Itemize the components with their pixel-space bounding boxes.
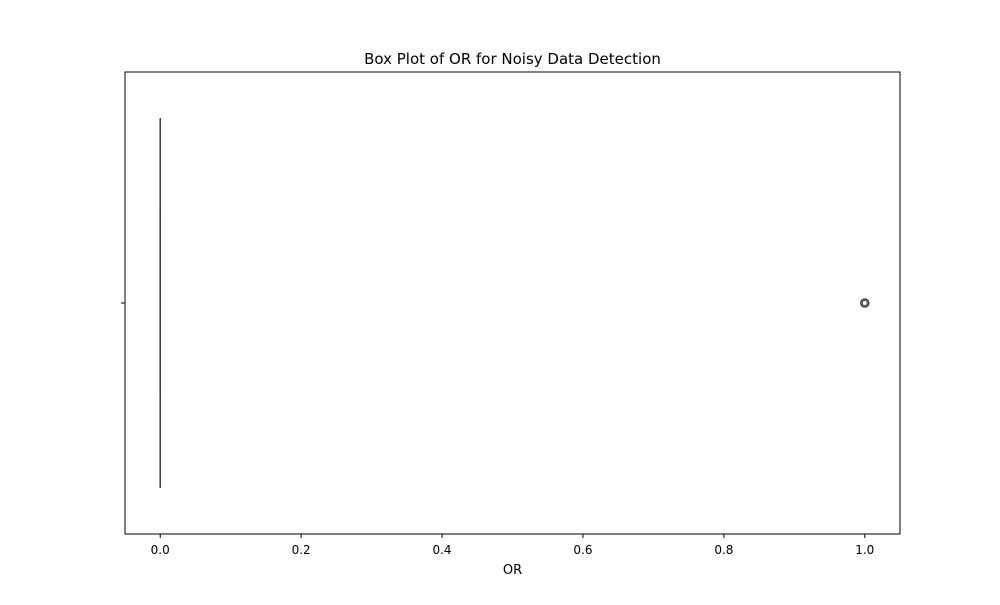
x-tick-label: 0.0 bbox=[151, 543, 170, 557]
x-axis: 0.0 0.2 0.4 0.6 0.8 1.0 bbox=[151, 534, 875, 557]
x-tick-label: 0.8 bbox=[714, 543, 733, 557]
x-tick-label: 0.4 bbox=[432, 543, 451, 557]
box-plot bbox=[160, 118, 869, 488]
plot-area-frame bbox=[125, 72, 900, 534]
x-axis-label: OR bbox=[503, 563, 522, 578]
x-tick-label: 0.2 bbox=[292, 543, 311, 557]
x-tick-label: 1.0 bbox=[855, 543, 874, 557]
x-tick-label: 0.6 bbox=[573, 543, 592, 557]
chart-title: Box Plot of OR for Noisy Data Detection bbox=[364, 50, 661, 68]
box-outlier-point-overlap bbox=[862, 301, 867, 306]
